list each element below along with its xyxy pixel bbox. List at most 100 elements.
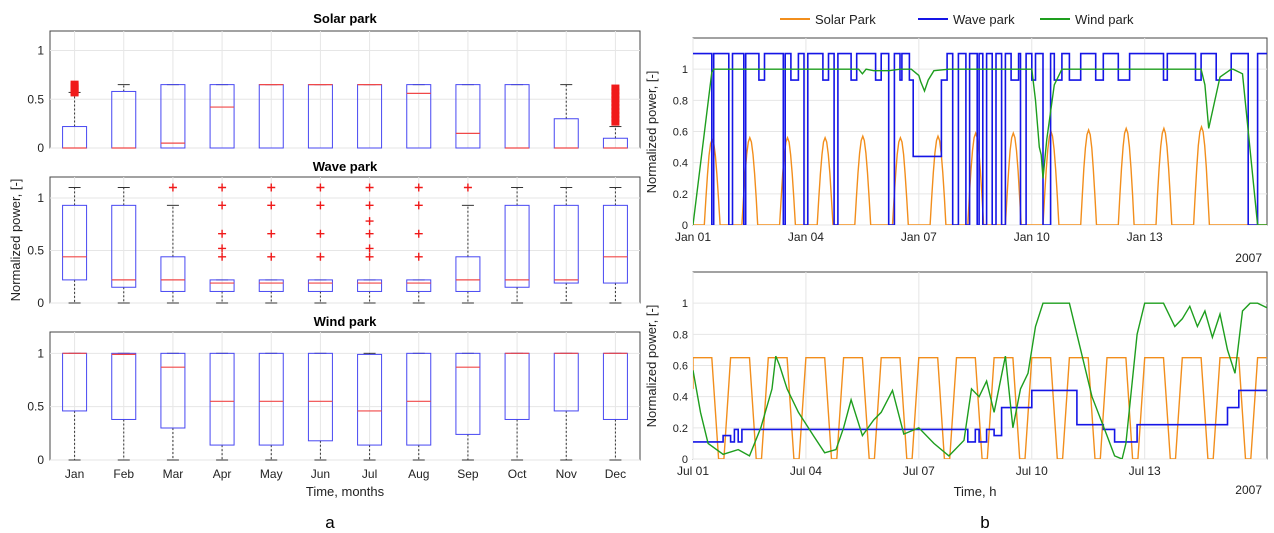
wave-outlier <box>267 252 276 261</box>
right-y-axis-label-bottom: Normalized power, [-] <box>644 305 659 428</box>
wind-ytick-label: 0.5 <box>27 400 44 414</box>
solar-outlier <box>611 119 620 126</box>
jul-xtick-label: Jul 10 <box>1016 464 1048 478</box>
solar-outlier <box>611 107 620 114</box>
wave-box-sep <box>455 256 481 292</box>
legend: Solar Park Wave park Wind park <box>780 12 1134 27</box>
january-timeseries: 0 0.2 0.4 0.6 0.8 1 Jan 01 Jan 04 Jan 07 Jan 10 Ja… <box>673 37 1268 244</box>
jan-xtick-label: Jan 01 <box>675 230 711 244</box>
wave-outlier <box>414 201 423 210</box>
wind-box-sep <box>455 352 481 435</box>
jul-ytick-label: 0.6 <box>673 361 688 373</box>
jul-year-label: 2007 <box>1235 483 1262 497</box>
jan-year-label: 2007 <box>1235 251 1262 265</box>
wave-box-jan <box>62 204 88 281</box>
month-label-mar: Mar <box>163 467 184 481</box>
wave-outlier <box>218 244 227 253</box>
solar-outlier <box>611 88 620 95</box>
jul-ytick-label: 0 <box>682 454 688 466</box>
wind-box-may <box>258 352 284 446</box>
month-label-jul: Jul <box>362 467 377 481</box>
wave-box-nov <box>553 204 579 284</box>
solar-box-aug <box>406 84 432 149</box>
jan-ytick-label: 0.2 <box>673 189 688 201</box>
month-label-feb: Feb <box>113 467 134 481</box>
jan-xtick-label: Jan 07 <box>901 230 937 244</box>
wave-box-jul <box>357 279 383 292</box>
month-label-dec: Dec <box>605 467 626 481</box>
jul-ytick-label: 0.8 <box>673 329 688 341</box>
month-label-apr: Apr <box>213 467 232 481</box>
jul-xtick-label: Jul 13 <box>1129 464 1161 478</box>
wave-outlier <box>414 229 423 238</box>
wave-plot-area <box>49 176 641 304</box>
month-label-may: May <box>260 467 283 481</box>
july-timeseries: 0 0.2 0.4 0.6 0.8 1 Jul 01 Jul 04 Jul 07 Jul 10 Ju… <box>673 271 1268 478</box>
solar-box-sep <box>455 84 481 149</box>
jan-series-wave-park <box>693 52 1267 225</box>
jan-ytick-label: 0 <box>682 220 688 232</box>
left-y-axis-label: Normalized power, [-] <box>8 179 23 302</box>
wave-outlier <box>267 229 276 238</box>
legend-wind-label: Wind park <box>1075 12 1134 27</box>
solar-outlier <box>611 111 620 118</box>
solar-box-apr <box>209 84 235 149</box>
solar-box-mar <box>160 84 186 149</box>
wave-box-dec <box>602 204 628 284</box>
solar-outlier <box>611 100 620 107</box>
wave-park-boxplot: Wave park 0 0.5 1 <box>27 159 641 310</box>
wind-box-apr <box>209 352 235 446</box>
right-x-axis-label: Time, h <box>954 484 997 499</box>
solar-outlier <box>611 84 620 91</box>
wave-box-mar <box>160 256 186 292</box>
wave-outlier <box>365 217 374 226</box>
solar-outlier <box>611 92 620 99</box>
jul-ytick-label: 0.2 <box>673 423 688 435</box>
wave-ytick-label: 1 <box>37 191 44 205</box>
wave-outlier <box>316 229 325 238</box>
wave-park-title: Wave park <box>313 159 378 174</box>
wave-outlier <box>365 252 374 261</box>
wave-box-may <box>258 279 284 292</box>
jan-ytick-label: 0.6 <box>673 127 688 139</box>
wave-outlier <box>463 183 472 192</box>
month-label-oct: Oct <box>508 467 527 481</box>
wave-outlier <box>267 201 276 210</box>
wave-box-jun <box>307 279 333 292</box>
jan-ytick-label: 0.4 <box>673 158 688 170</box>
right-y-axis-label-top: Normalized power, [-] <box>644 71 659 194</box>
wave-outlier <box>365 244 374 253</box>
panel-label-b: b <box>980 513 989 532</box>
panel-label-a: a <box>325 513 335 532</box>
wind-box-feb <box>111 352 137 420</box>
wave-box-feb <box>111 204 137 288</box>
jul-series-solar-park <box>693 357 1267 459</box>
month-label-nov: Nov <box>556 467 577 481</box>
jul-series-wind-park <box>693 302 1267 459</box>
solar-ytick-label: 1 <box>37 44 44 58</box>
wave-outlier <box>168 183 177 192</box>
wave-box-oct <box>504 204 530 288</box>
wave-outlier <box>218 252 227 261</box>
wind-box-mar <box>160 352 186 429</box>
month-axis-labels: Jan Feb Mar Apr May Jun Jul Aug Sep Oct Nov Dec <box>65 467 626 481</box>
wave-outlier <box>365 229 374 238</box>
jan-series-solar-park <box>693 124 1267 225</box>
solar-park-boxplot: Solar park 0 0.5 1 <box>27 11 641 155</box>
solar-outlier <box>611 96 620 103</box>
legend-solar-label: Solar Park <box>815 12 876 27</box>
wave-box-apr <box>209 279 235 292</box>
wind-park-title: Wind park <box>314 314 377 329</box>
solar-outlier <box>611 115 620 122</box>
wave-outlier <box>414 252 423 261</box>
jul-xtick-label: Jul 04 <box>790 464 822 478</box>
month-label-jun: Jun <box>311 467 330 481</box>
jul-xtick-label: Jul 01 <box>677 464 709 478</box>
month-label-aug: Aug <box>408 467 429 481</box>
wind-box-jun <box>307 352 333 442</box>
wave-outlier <box>414 183 423 192</box>
wave-outlier <box>218 229 227 238</box>
solar-outlier <box>611 104 620 111</box>
wave-outlier <box>316 183 325 192</box>
